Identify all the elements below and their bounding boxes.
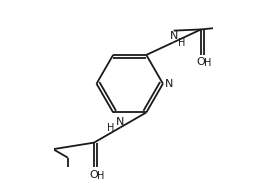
Text: N: N bbox=[170, 31, 178, 41]
Text: H: H bbox=[204, 58, 211, 68]
Text: O: O bbox=[90, 170, 99, 180]
Text: N: N bbox=[116, 117, 124, 127]
Text: H: H bbox=[97, 171, 104, 181]
Text: O: O bbox=[197, 57, 205, 67]
Text: H: H bbox=[178, 38, 185, 48]
Text: N: N bbox=[165, 79, 173, 89]
Text: H: H bbox=[107, 123, 114, 133]
